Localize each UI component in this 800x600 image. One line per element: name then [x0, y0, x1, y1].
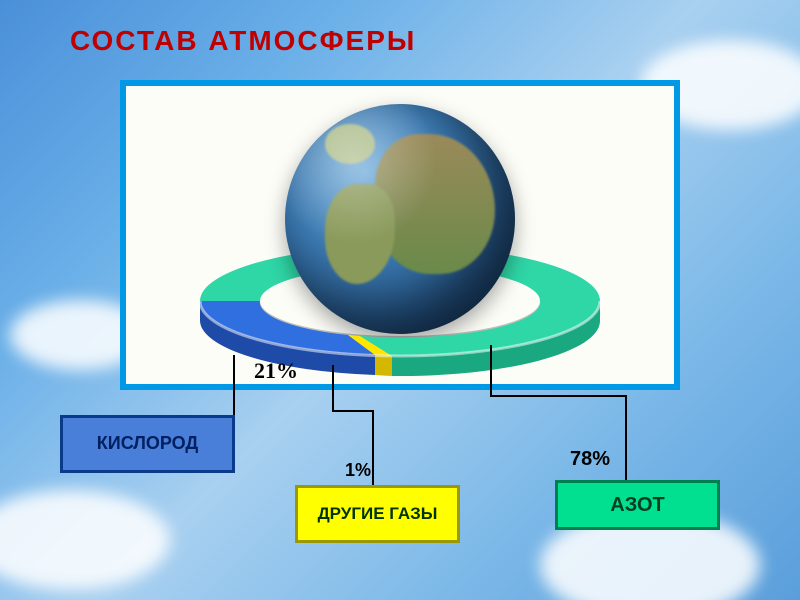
leader-other-v1 [332, 365, 334, 410]
legend-oxygen: КИСЛОРОД [60, 415, 235, 473]
diagram-panel: 21% [120, 80, 680, 390]
legend-nitrogen-label: АЗОТ [610, 494, 664, 516]
pct-label-oxygen: 21% [254, 358, 298, 384]
leader-oxygen [233, 355, 235, 415]
legend-other: ДРУГИЕ ГАЗЫ [295, 485, 460, 543]
ring-front-svg [180, 236, 620, 366]
legend-nitrogen: АЗОТ [555, 480, 720, 530]
leader-nitrogen-h [490, 395, 625, 397]
cloud [0, 490, 170, 590]
legend-oxygen-label: КИСЛОРОД [97, 434, 198, 454]
leader-nitrogen-v2 [625, 395, 627, 480]
leader-nitrogen-v1 [490, 345, 492, 395]
landmass [325, 124, 375, 164]
leader-other-h [332, 410, 372, 412]
ring-front [180, 236, 620, 366]
pct-label-other: 1% [345, 460, 371, 481]
pct-label-nitrogen: 78% [570, 448, 610, 471]
ring-side-other [375, 355, 392, 376]
legend-other-label: ДРУГИЕ ГАЗЫ [318, 505, 438, 524]
page-title: СОСТАВ АТМОСФЕРЫ [70, 25, 416, 57]
leader-other-v2 [372, 410, 374, 485]
